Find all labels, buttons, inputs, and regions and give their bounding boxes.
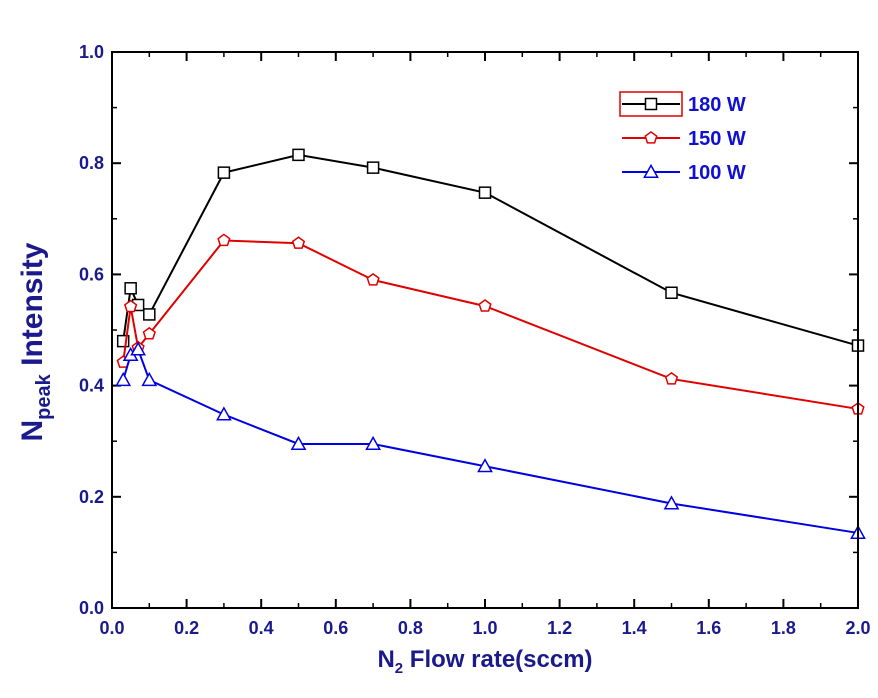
series-layer — [115, 148, 866, 539]
series-line — [122, 239, 859, 410]
x-axis-title-subscript: 2 — [395, 660, 403, 677]
data-point — [141, 371, 158, 387]
y-tick-label: 0.6 — [79, 264, 104, 284]
x-tick-label: 0.8 — [398, 618, 423, 638]
y-axis-title-main: N — [16, 420, 49, 442]
series-2 — [115, 341, 866, 539]
data-point — [216, 406, 232, 421]
legend-entry: 100 W — [622, 162, 746, 184]
x-axis-title: N2 Flow rate(sccm) — [377, 646, 592, 677]
x-tick-label: 1.8 — [771, 618, 796, 638]
y-tick-label: 1.0 — [79, 42, 104, 62]
y-tick-label: 0.4 — [79, 376, 104, 396]
x-tick-label: 0.0 — [99, 618, 124, 638]
data-point — [143, 308, 156, 321]
y-axis-title-subscript: peak — [33, 373, 55, 419]
data-point — [124, 299, 138, 313]
data-point — [291, 236, 306, 249]
tick-labels-layer: 0.0 0.2 0.4 0.6 0.8 1.0 1.2 1.4 1.6 1.8 2.0 0.0 0.2 0… — [79, 42, 871, 638]
data-point — [116, 334, 130, 348]
x-tick-label: 1.2 — [547, 618, 572, 638]
data-point — [130, 341, 146, 356]
data-point — [663, 495, 680, 510]
data-point — [292, 148, 305, 162]
legend-marker — [644, 97, 658, 111]
data-point — [366, 272, 380, 286]
legend-label: 100 W — [688, 162, 746, 184]
x-tick-label: 0.2 — [174, 618, 199, 638]
data-point — [124, 282, 137, 295]
legend-entry: 180 W — [622, 94, 746, 116]
series-0 — [116, 148, 865, 352]
x-tick-label: 0.4 — [249, 618, 274, 638]
x-tick-label: 2.0 — [845, 618, 870, 638]
legend-entry: 150 W — [622, 128, 746, 150]
x-tick-label: 0.6 — [323, 618, 348, 638]
x-tick-label: 1.0 — [472, 618, 497, 638]
data-point — [478, 186, 492, 199]
legend-marker — [644, 131, 658, 144]
legend-marker — [643, 163, 659, 179]
data-point — [217, 233, 231, 247]
data-point — [366, 161, 380, 174]
series-1 — [116, 233, 865, 415]
y-tick-label: 0.8 — [79, 153, 104, 173]
data-point — [142, 326, 156, 340]
legend-label: 180 W — [688, 94, 746, 116]
series-line — [122, 347, 859, 534]
ticks-layer — [111, 51, 859, 609]
data-point — [290, 435, 307, 451]
data-point — [217, 166, 231, 179]
y-tick-label: 0.2 — [79, 487, 104, 507]
legend-label: 150 W — [688, 128, 746, 150]
x-tick-label: 1.6 — [696, 618, 721, 638]
data-point — [115, 371, 132, 387]
x-tick-label: 1.4 — [622, 618, 647, 638]
data-point — [477, 458, 493, 473]
y-tick-label: 0.0 — [79, 598, 104, 618]
y-axis-title-rest: Intensity — [16, 242, 49, 374]
x-axis-title-rest: Flow rate(sccm) — [403, 646, 592, 673]
plot-area-frame — [111, 51, 859, 609]
x-axis-title-main: N — [377, 646, 394, 673]
data-point — [365, 435, 381, 451]
y-axis-title: Npeak Intensity — [16, 242, 55, 441]
series-line — [122, 153, 859, 347]
data-point — [665, 286, 678, 299]
legend-highlight-box — [619, 91, 683, 117]
legend: 180 W 150 W 100 W — [619, 91, 746, 184]
data-point — [664, 371, 679, 385]
data-point — [478, 299, 492, 312]
